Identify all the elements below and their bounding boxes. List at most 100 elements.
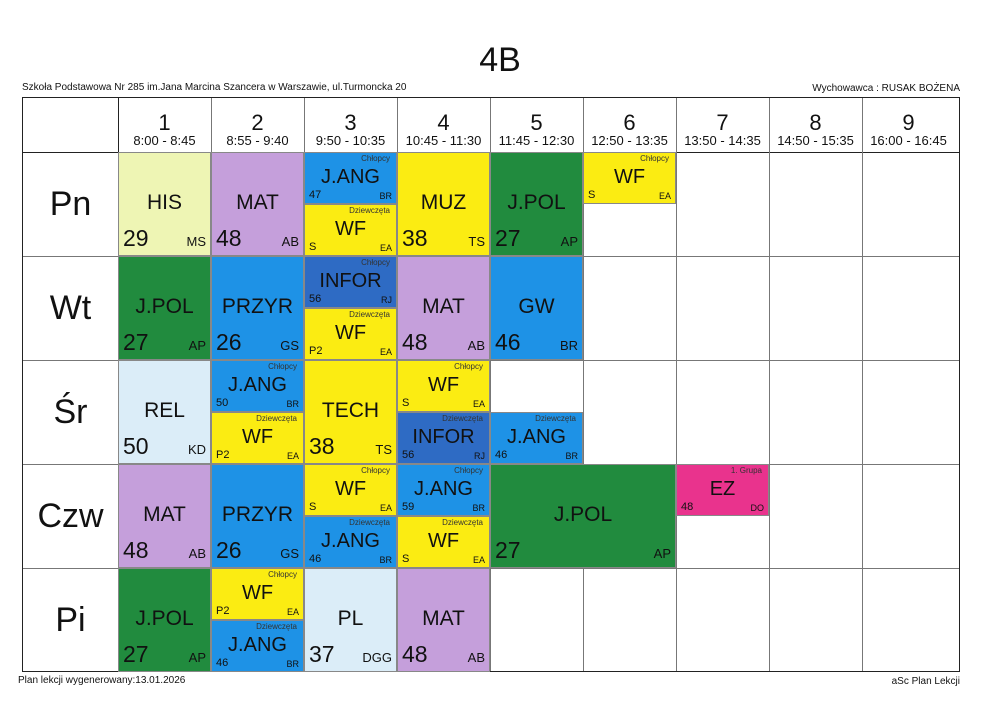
- lesson-card[interactable]: MAT 48 AB: [397, 568, 490, 672]
- lesson-card[interactable]: 1. Grupa EZ 48 DO: [676, 464, 769, 516]
- lesson-card[interactable]: Chłopcy WF S EA: [397, 360, 490, 412]
- period-column-divider: [862, 98, 863, 671]
- lesson-card[interactable]: J.POL 27 AP: [490, 152, 583, 256]
- period-header: 2 8:55 - 9:40: [211, 98, 304, 152]
- lesson-card[interactable]: Dziewczęta J.ANG 46 BR: [304, 516, 397, 568]
- lesson-room: S: [402, 553, 410, 565]
- period-time: 8:55 - 9:40: [226, 133, 289, 148]
- lesson-teacher: AB: [281, 234, 299, 249]
- period-number: 3: [344, 110, 357, 135]
- lesson-teacher: EA: [379, 243, 392, 253]
- lesson-room: P2: [216, 605, 230, 617]
- lesson-teacher: AP: [188, 650, 206, 665]
- lesson-group: Dziewczęta: [349, 310, 390, 319]
- period-header: 8 14:50 - 15:35: [769, 98, 862, 152]
- period-number: 7: [716, 110, 729, 135]
- lesson-room: 48: [681, 501, 694, 513]
- lesson-card[interactable]: Dziewczęta WF P2 EA: [211, 412, 304, 464]
- lesson-card[interactable]: MUZ 38 TS: [397, 152, 490, 256]
- lesson-teacher: EA: [472, 399, 485, 409]
- lesson-card[interactable]: Chłopcy J.ANG 50 BR: [211, 360, 304, 412]
- lesson-subject: J.ANG: [228, 374, 287, 396]
- lesson-subject: MUZ: [420, 191, 467, 214]
- lesson-teacher: RJ: [474, 451, 485, 461]
- lesson-teacher: AB: [188, 546, 206, 561]
- lesson-teacher: GS: [280, 338, 299, 353]
- period-header: 6 12:50 - 13:35: [583, 98, 676, 152]
- lesson-card[interactable]: Chłopcy WF P2 EA: [211, 568, 304, 620]
- lesson-card[interactable]: PL 37 DGG: [304, 568, 397, 672]
- lesson-card[interactable]: Dziewczęta INFOR 56 RJ: [397, 412, 490, 464]
- lesson-card[interactable]: J.POL 27 AP: [118, 256, 211, 360]
- lesson-card[interactable]: Dziewczęta J.ANG 46 BR: [490, 412, 583, 464]
- lesson-card[interactable]: Chłopcy WF S EA: [583, 152, 676, 204]
- lesson-teacher: BR: [379, 555, 392, 565]
- lesson-subject: GW: [518, 295, 555, 318]
- lesson-subject: J.ANG: [321, 166, 380, 188]
- lesson-card[interactable]: Dziewczęta WF S EA: [304, 204, 397, 256]
- lesson-group: Chłopcy: [454, 362, 483, 371]
- lesson-subject: J.POL: [553, 503, 613, 526]
- lesson-card[interactable]: MAT 48 AB: [211, 152, 304, 256]
- lesson-teacher: AP: [560, 234, 578, 249]
- lesson-card[interactable]: Dziewczęta J.ANG 46 BR: [211, 620, 304, 672]
- lesson-card[interactable]: PRZYR 26 GS: [211, 464, 304, 568]
- period-column-divider: [583, 98, 584, 671]
- lesson-group: Chłopcy: [454, 466, 483, 475]
- lesson-group: Dziewczęta: [256, 622, 297, 631]
- lesson-card[interactable]: REL 50 KD: [118, 360, 211, 464]
- lesson-card[interactable]: GW 46 BR: [490, 256, 583, 360]
- lesson-subject: WF: [334, 478, 367, 500]
- lesson-room: 47: [309, 189, 322, 201]
- lesson-teacher: EA: [379, 347, 392, 357]
- lesson-card[interactable]: Chłopcy J.ANG 59 BR: [397, 464, 490, 516]
- lesson-teacher: MS: [186, 234, 207, 249]
- lesson-teacher: DGG: [362, 650, 392, 665]
- lesson-group: Dziewczęta: [442, 414, 483, 423]
- lesson-teacher: AP: [188, 338, 206, 353]
- lesson-teacher: EA: [379, 503, 392, 513]
- lesson-subject: MAT: [422, 607, 465, 630]
- lesson-subject: J.POL: [135, 607, 194, 630]
- lesson-subject: J.ANG: [414, 478, 473, 500]
- lesson-room: 27: [495, 537, 521, 563]
- period-column-divider: [769, 98, 770, 671]
- period-number: 5: [530, 110, 543, 135]
- lesson-room: 37: [309, 641, 335, 667]
- lesson-card[interactable]: Dziewczęta WF S EA: [397, 516, 490, 568]
- app-credit: aSc Plan Lekcji: [891, 676, 960, 687]
- day-label: Pn: [49, 185, 92, 223]
- lesson-room: 46: [216, 657, 229, 669]
- homeroom-teacher: Wychowawca : RUSAK BOŻENA: [812, 83, 960, 94]
- lesson-room: 27: [123, 641, 149, 667]
- lesson-room: 46: [495, 449, 508, 461]
- lesson-card[interactable]: J.POL 27 AP: [490, 464, 676, 568]
- lesson-teacher: EA: [286, 451, 299, 461]
- lesson-room: S: [402, 397, 410, 409]
- lesson-teacher: AB: [467, 650, 485, 665]
- lesson-card[interactable]: Chłopcy INFOR 56 RJ: [304, 256, 397, 308]
- lesson-card[interactable]: HIS 29 MS: [118, 152, 211, 256]
- timetable-grid: 1 8:00 - 8:45 2 8:55 - 9:40 3 9:50 - 10:35 4 10…: [22, 97, 960, 672]
- lesson-subject: J.POL: [507, 191, 566, 214]
- period-time: 12:50 - 13:35: [591, 133, 668, 148]
- lesson-card[interactable]: PRZYR 26 GS: [211, 256, 304, 360]
- lesson-teacher: AB: [467, 338, 485, 353]
- lesson-card[interactable]: TECH 38 TS: [304, 360, 397, 464]
- lesson-room: 48: [216, 225, 242, 251]
- period-column-divider: [490, 98, 491, 671]
- lesson-teacher: BR: [379, 191, 392, 201]
- lesson-card[interactable]: MAT 48 AB: [118, 464, 211, 568]
- lesson-card[interactable]: MAT 48 AB: [397, 256, 490, 360]
- lesson-room: P2: [216, 449, 230, 461]
- lesson-card[interactable]: Chłopcy WF S EA: [304, 464, 397, 516]
- lesson-card[interactable]: Dziewczęta WF P2 EA: [304, 308, 397, 360]
- lesson-subject: PRZYR: [221, 295, 294, 318]
- lesson-subject: REL: [144, 399, 185, 422]
- period-header: 3 9:50 - 10:35: [304, 98, 397, 152]
- lesson-card[interactable]: J.POL 27 AP: [118, 568, 211, 672]
- lesson-card[interactable]: Chłopcy J.ANG 47 BR: [304, 152, 397, 204]
- lesson-subject: MAT: [422, 295, 465, 318]
- day-label: Pi: [55, 601, 86, 639]
- lesson-room: 56: [309, 293, 322, 305]
